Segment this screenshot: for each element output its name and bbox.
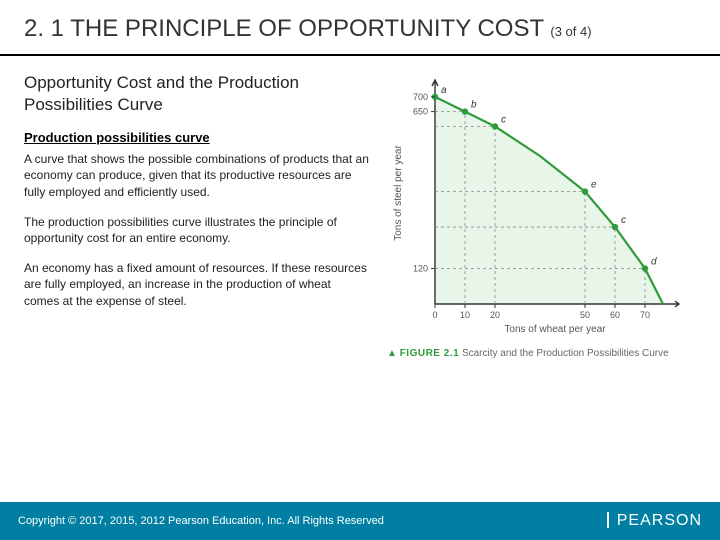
figure-caption-text: Scarcity and the Production Possibilitie… — [462, 348, 669, 359]
copyright-text: Copyright © 2017, 2015, 2012 Pearson Edu… — [18, 515, 384, 527]
ppc-chart: a b c e c d 0 10 20 50 60 70 120 650 700 Tons of wheat … — [387, 72, 687, 342]
svg-text:0: 0 — [432, 310, 437, 320]
text-column: Opportunity Cost and the Production Poss… — [24, 72, 369, 359]
slide-header: 2. 1 THE PRINCIPLE OF OPPORTUNITY COST (… — [0, 0, 720, 56]
title-text: 2. 1 THE PRINCIPLE OF OPPORTUNITY COST — [24, 15, 544, 42]
paragraph-2: The production possibilities curve illus… — [24, 214, 369, 246]
svg-text:650: 650 — [413, 107, 428, 117]
svg-text:10: 10 — [460, 310, 470, 320]
svg-text:a: a — [441, 85, 447, 96]
content-row: Opportunity Cost and the Production Poss… — [0, 56, 720, 359]
page-count: (3 of 4) — [550, 24, 591, 39]
svg-text:700: 700 — [413, 92, 428, 102]
svg-text:120: 120 — [413, 263, 428, 273]
svg-text:e: e — [591, 180, 597, 191]
triangle-icon: ▲ — [387, 348, 397, 359]
page-title: 2. 1 THE PRINCIPLE OF OPPORTUNITY COST (… — [24, 14, 696, 44]
svg-text:20: 20 — [490, 310, 500, 320]
figure-number: FIGURE 2.1 — [400, 348, 459, 359]
figure-caption: ▲ FIGURE 2.1 Scarcity and the Production… — [387, 348, 687, 359]
brand-text: PEARSON — [617, 512, 702, 529]
paragraph-3: An economy has a fixed amount of resourc… — [24, 260, 369, 309]
brand-logo: PEARSON — [607, 512, 702, 530]
definition-text: A curve that shows the possible combinat… — [24, 151, 369, 200]
svg-text:60: 60 — [610, 310, 620, 320]
svg-text:b: b — [471, 100, 477, 111]
svg-text:50: 50 — [580, 310, 590, 320]
ppc-chart-wrap: a b c e c d 0 10 20 50 60 70 120 650 700 Tons of wheat … — [387, 72, 687, 359]
svg-text:d: d — [651, 256, 657, 267]
slide-footer: Copyright © 2017, 2015, 2012 Pearson Edu… — [0, 502, 720, 540]
svg-text:Tons of wheat per year: Tons of wheat per year — [504, 324, 606, 335]
svg-text:Tons of steel per year: Tons of steel per year — [393, 145, 404, 241]
subheading: Opportunity Cost and the Production Poss… — [24, 72, 369, 116]
figure-column: a b c e c d 0 10 20 50 60 70 120 650 700 Tons of wheat … — [381, 72, 696, 359]
definition-term: Production possibilities curve — [24, 130, 369, 145]
svg-text:c: c — [501, 114, 506, 125]
svg-text:70: 70 — [640, 310, 650, 320]
svg-text:c: c — [621, 215, 626, 226]
